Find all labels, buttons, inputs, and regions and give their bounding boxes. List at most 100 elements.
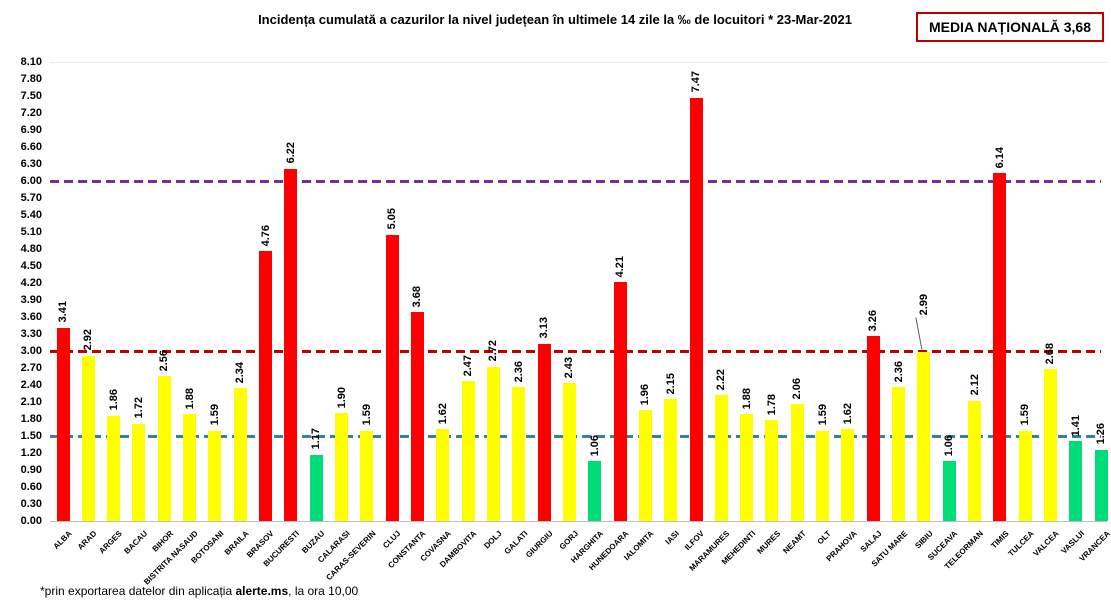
bar-arad (81, 355, 95, 521)
footnote-suffix: , la ora 10,00 (288, 584, 359, 598)
y-tick-6.90: 6.90 (20, 124, 42, 136)
y-tick-0.00: 0.00 (20, 515, 42, 527)
bar-mehedinti (740, 414, 754, 521)
bar-bacau (132, 423, 146, 521)
bar-iasi (664, 399, 678, 521)
y-tick-7.80: 7.80 (20, 73, 42, 85)
category-label-caras-severin: CARAS-SEVERIN (324, 529, 378, 583)
bar-gorj (562, 383, 576, 521)
y-tick-5.70: 5.70 (20, 192, 42, 204)
bar-harghita (588, 460, 602, 521)
category-label-neamt: NEAMT (781, 529, 808, 556)
footnote: *prin exportarea datelor din aplicația a… (40, 584, 358, 598)
bar-tulcea (1018, 430, 1032, 521)
category-label-mures: MURES (755, 529, 783, 556)
category-label-dolj: DOLJ (482, 529, 504, 551)
category-label-gorj: GORJ (557, 529, 580, 552)
plot-area: 3.41 2.92 1.86 1.72 2.56 1.88 1.59 2.34 4.76 6.22… (50, 62, 1108, 522)
y-tick-1.20: 1.20 (20, 447, 42, 459)
footnote-prefix: *prin exportarea datelor din aplicația (40, 584, 236, 598)
bar-dolj (486, 366, 500, 521)
y-tick-3.60: 3.60 (20, 311, 42, 323)
category-label-bacau: BACAU (122, 529, 150, 556)
y-tick-6.30: 6.30 (20, 158, 42, 170)
y-tick-3.00: 3.00 (20, 345, 42, 357)
bar-calarasi (335, 413, 349, 521)
bar-bistrita-nasaud (183, 414, 197, 521)
category-label-timis: TIMIS (988, 529, 1011, 551)
category-label-olt: OLT (815, 529, 833, 547)
bar-alba (56, 327, 70, 521)
plot-top-border (50, 62, 1107, 63)
y-tick-0.60: 0.60 (20, 481, 42, 493)
bar-ilfov (689, 97, 703, 521)
value-label-valcea: 2.68 (1044, 342, 1057, 365)
y-tick-4.20: 4.20 (20, 277, 42, 289)
y-tick-5.10: 5.10 (20, 226, 42, 238)
bar-hunedoara (613, 282, 627, 521)
bar-arges (107, 415, 121, 521)
bar-vrancea (1094, 449, 1108, 521)
category-label-arges: ARGES (97, 529, 125, 556)
national-average-box: MEDIA NAȚIONALĂ 3,68 (915, 12, 1104, 42)
bar-braila (233, 388, 247, 521)
bar-galati (512, 387, 526, 521)
y-tick-4.80: 4.80 (20, 243, 42, 255)
bar-botosani (208, 430, 222, 521)
value-label-tulcea: 1.59 (1019, 404, 1032, 426)
reference-line-3.00 (50, 350, 1101, 353)
y-axis: 0.00 0.30 0.60 0.90 1.20 1.50 1.80 2.10 2.40 2.70… (0, 56, 46, 527)
bar-olt (816, 430, 830, 521)
value-label-teleorman: 2.12 (968, 374, 981, 396)
bar-prahova (841, 429, 855, 521)
callout-leader-line (915, 317, 923, 350)
bar-sibiu (917, 351, 931, 521)
y-tick-7.50: 7.50 (20, 90, 42, 102)
bar-dambovita (461, 381, 475, 521)
value-label-vrancea: 1.26 (1095, 423, 1108, 445)
y-tick-6.00: 6.00 (20, 175, 42, 187)
bar-brasov (259, 251, 273, 521)
bar-valcea (1043, 369, 1057, 521)
bar-neamt (790, 404, 804, 521)
category-label-tulcea: TULCEA (1006, 529, 1036, 559)
category-label-arad: ARAD (75, 529, 99, 552)
chart-title: Incidența cumulată a cazurilor la nivel … (258, 12, 852, 27)
bar-teleorman (968, 400, 982, 521)
bar-giurgiu (537, 343, 551, 521)
y-tick-6.60: 6.60 (20, 141, 42, 153)
bar-mures (765, 420, 779, 521)
bar-buzau (309, 454, 323, 521)
bar-bihor (157, 375, 171, 521)
y-tick-4.50: 4.50 (20, 260, 42, 272)
y-tick-0.90: 0.90 (20, 464, 42, 476)
bar-cluj (385, 234, 399, 521)
value-label-suceava: 1.06 (943, 434, 956, 456)
y-tick-7.20: 7.20 (20, 107, 42, 119)
y-tick-3.90: 3.90 (20, 294, 42, 306)
bar-covasna (436, 429, 450, 521)
y-tick-2.70: 2.70 (20, 362, 42, 374)
category-label-alba: ALBA (51, 529, 74, 552)
bar-vaslui (1069, 441, 1083, 521)
category-label-valcea: VALCEA (1031, 529, 1061, 559)
y-tick-5.40: 5.40 (20, 209, 42, 221)
bar-salaj (866, 336, 880, 521)
bar-suceava (942, 460, 956, 521)
bar-constanta (410, 312, 424, 521)
bar-maramures (714, 395, 728, 521)
y-tick-2.10: 2.10 (20, 396, 42, 408)
y-tick-1.50: 1.50 (20, 430, 42, 442)
bar-satu-mare (892, 387, 906, 521)
bar-bucuresti (284, 168, 298, 521)
bar-ialomita (638, 409, 652, 521)
bar-timis (993, 173, 1007, 521)
bar-caras-severin (360, 430, 374, 521)
y-tick-8.10: 8.10 (20, 56, 42, 68)
y-tick-1.80: 1.80 (20, 413, 42, 425)
value-label-vaslui: 1.41 (1069, 414, 1082, 437)
reference-line-6.00 (50, 180, 1101, 183)
y-tick-3.30: 3.30 (20, 328, 42, 340)
y-tick-2.40: 2.40 (20, 379, 42, 391)
